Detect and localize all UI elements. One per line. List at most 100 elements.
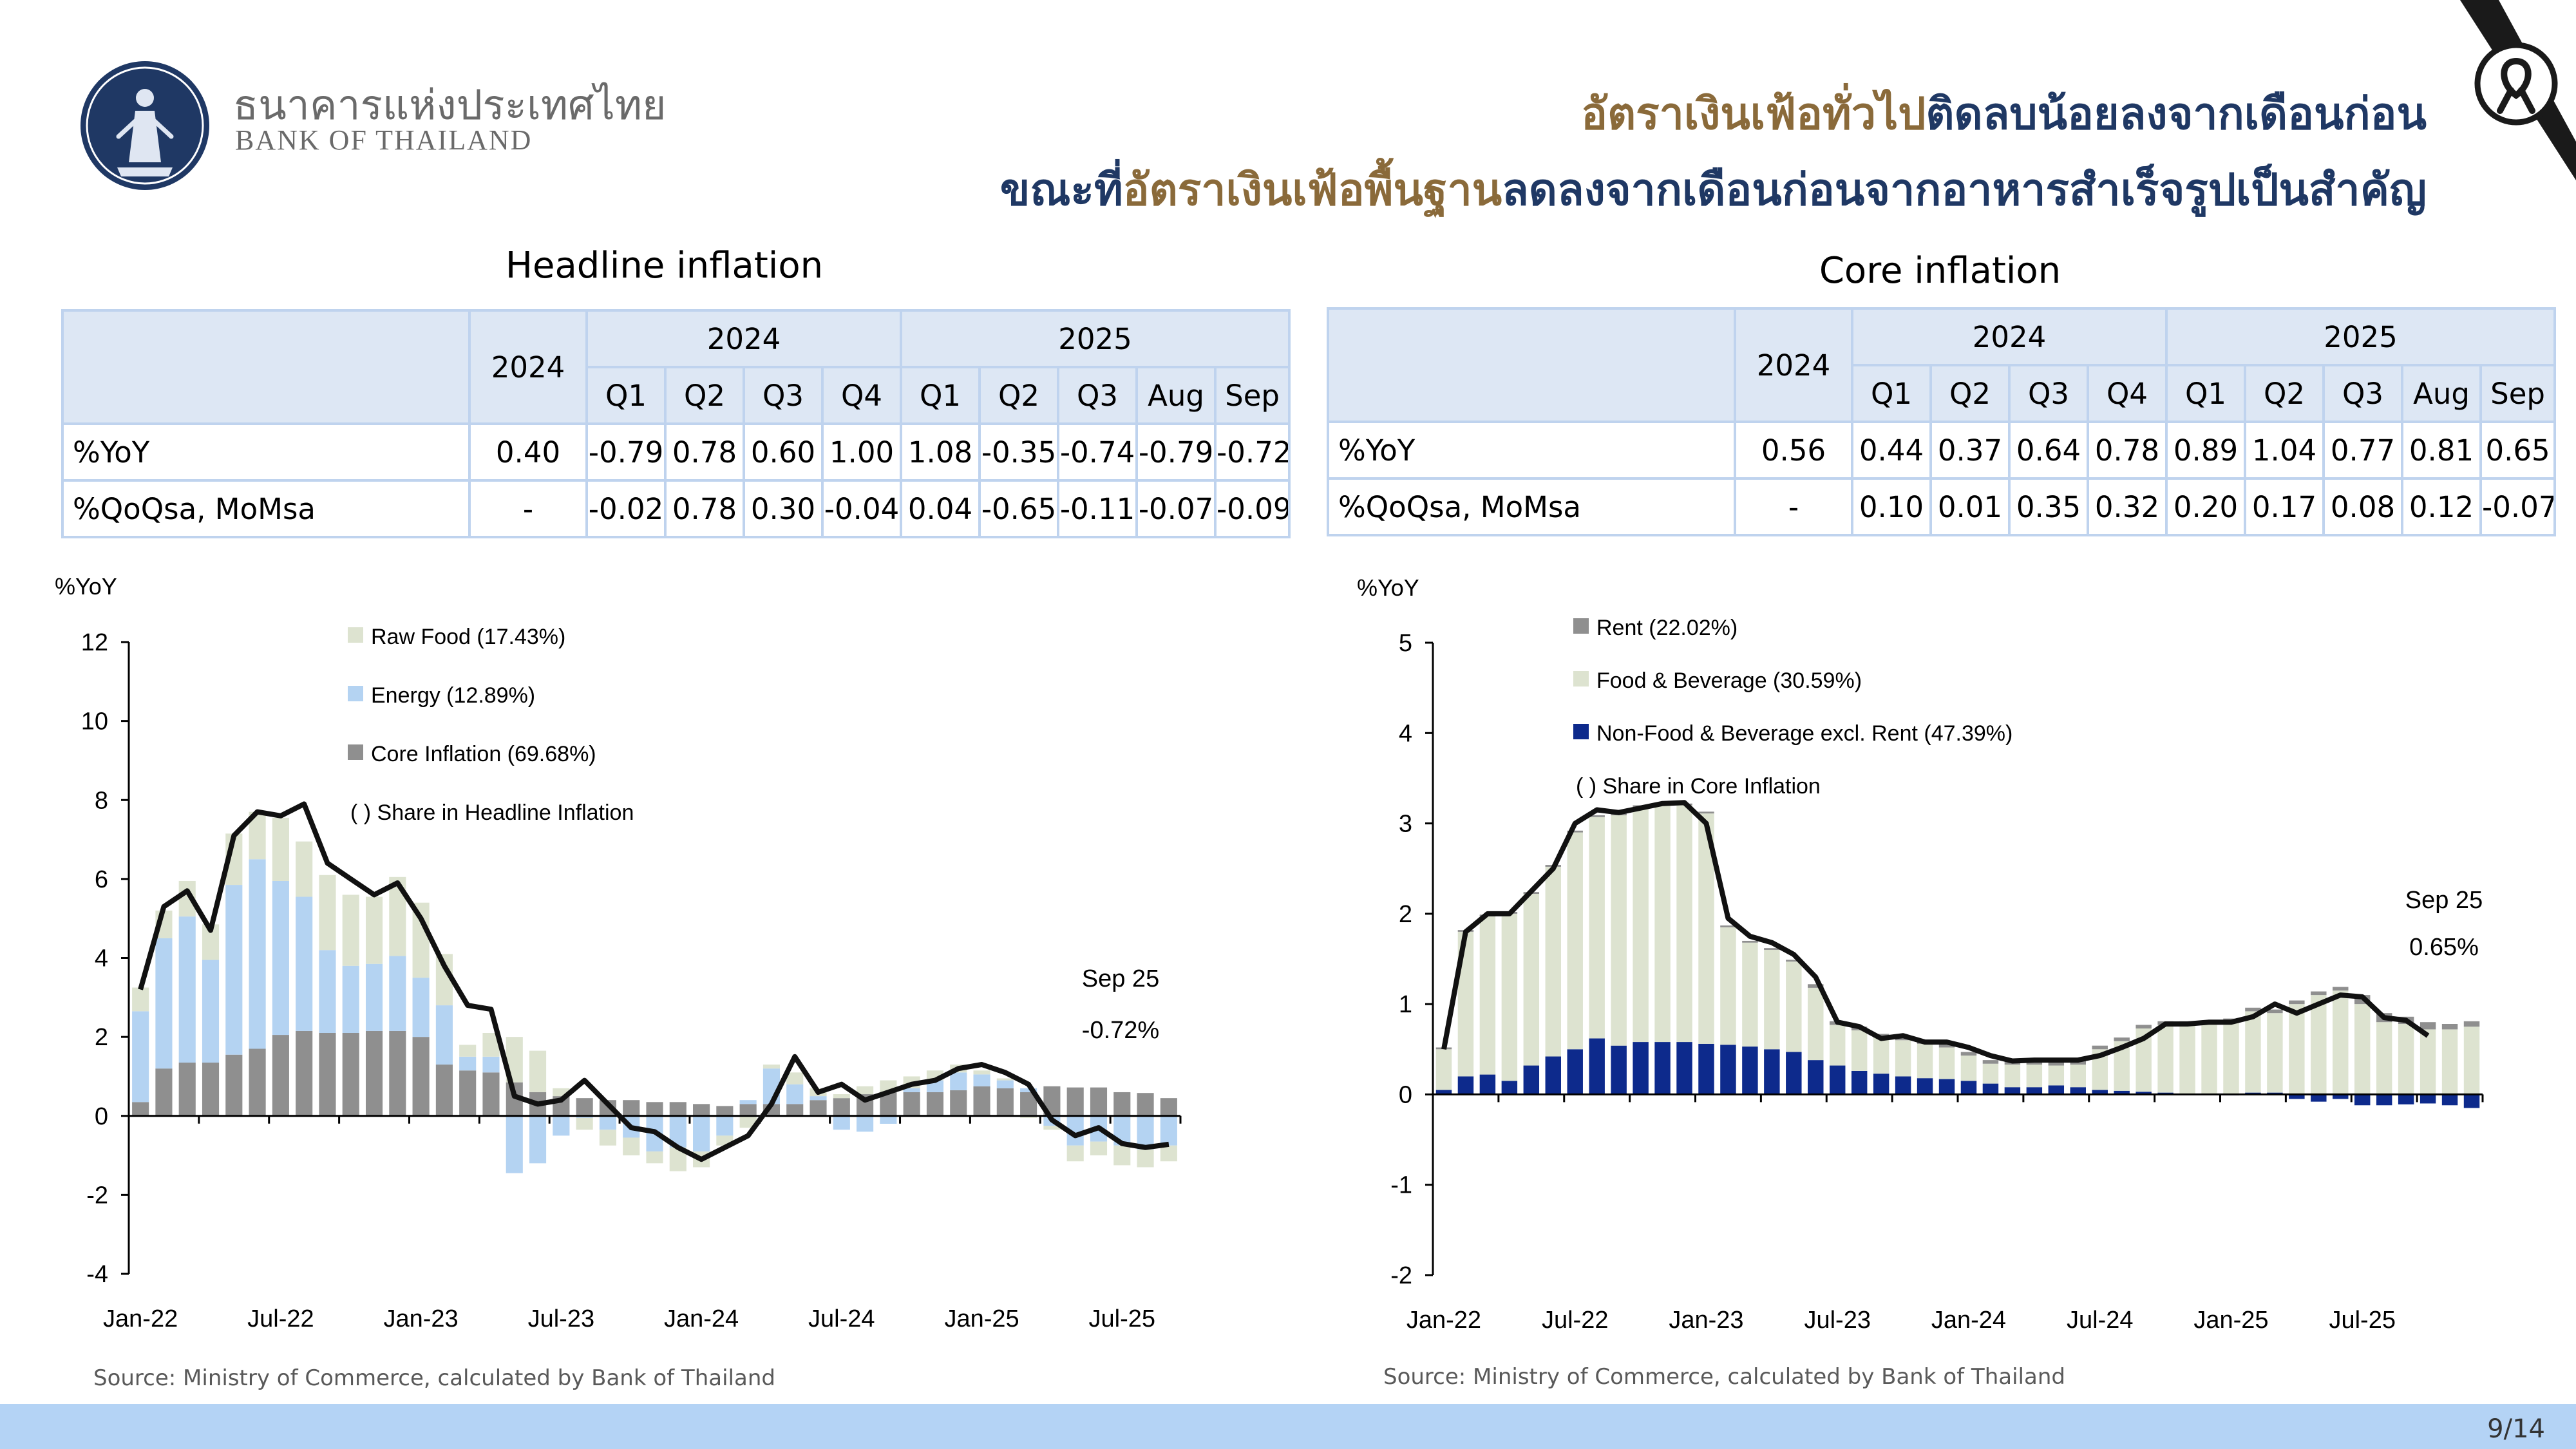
- bar-core: [365, 1030, 383, 1116]
- bar-rent: [1938, 1043, 1955, 1048]
- bar-raw_food: [1113, 1145, 1131, 1166]
- bar-rent: [1742, 940, 1758, 943]
- bar-nonfood: [1457, 1076, 1474, 1095]
- bar-nonfood: [2136, 1092, 2152, 1095]
- bar-food_bev: [2026, 1065, 2043, 1088]
- bar-food_bev: [1479, 916, 1496, 1075]
- bar-energy: [319, 950, 336, 1033]
- bar-energy: [786, 1084, 804, 1104]
- x-tick-label: Jan-23: [1669, 1307, 1743, 1334]
- bar-food_bev: [2376, 1022, 2392, 1095]
- bar-nonfood: [1523, 1065, 1540, 1095]
- slide-title-line-1: อัตราเงินเฟ้อทั่วไปติดลบน้อยลงจากเดือนก่…: [1581, 79, 2427, 148]
- annotation-date: Sep 25: [1082, 965, 1159, 992]
- bar-energy: [1160, 1115, 1177, 1146]
- y-tick-label: 1: [1399, 991, 1412, 1018]
- table-row: %QoQsa, MoMsa - -0.02 0.78 0.30 -0.04 0.…: [61, 479, 1291, 538]
- bar-food_bev: [1523, 893, 1540, 1066]
- table-cell: 0.56: [1734, 421, 1853, 480]
- bar-food_bev: [2245, 1011, 2261, 1093]
- title-text: ขณะที่: [999, 165, 1123, 216]
- bar-energy: [272, 880, 289, 1036]
- table-corner-cell: [1327, 307, 1736, 423]
- bar-core: [1160, 1098, 1177, 1116]
- bar-food_bev: [2441, 1029, 2458, 1095]
- bar-nonfood: [2398, 1094, 2414, 1104]
- bar-energy: [365, 963, 383, 1031]
- bar-nonfood: [2048, 1085, 2065, 1095]
- table-row: %YoY 0.56 0.44 0.37 0.64 0.78 0.89 1.04 …: [1327, 421, 2557, 480]
- bar-core: [1090, 1087, 1108, 1116]
- bar-rent: [1895, 1036, 1911, 1041]
- bar-energy: [599, 1115, 616, 1130]
- bar-raw_food: [529, 1050, 547, 1092]
- table-cell: 0.04: [900, 479, 981, 538]
- bar-energy: [459, 1056, 477, 1071]
- headline-table-title: Headline inflation: [505, 245, 824, 287]
- bar-rent: [1567, 830, 1583, 833]
- bar-food_bev: [1808, 987, 1824, 1061]
- y-axis-title: %YoY: [55, 573, 117, 600]
- bar-core: [786, 1104, 804, 1116]
- legend-label: Non-Food & Beverage excl. Rent (47.39%): [1596, 721, 2012, 746]
- bar-food_bev: [2267, 1013, 2283, 1093]
- table-col-header: 2024: [468, 309, 588, 425]
- bar-core: [132, 1102, 149, 1116]
- bar-energy: [1020, 1088, 1037, 1092]
- x-tick-label: Jul-23: [1804, 1307, 1871, 1334]
- bar-nonfood: [1808, 1060, 1824, 1095]
- bar-raw_food: [623, 1137, 640, 1156]
- bar-energy: [412, 978, 430, 1037]
- bar-rent: [2267, 1009, 2283, 1014]
- table-header-row: Q1 Q2 Q3 Q4 Q1 Q2 Q3 Aug Sep: [1328, 364, 2557, 423]
- title-highlight-headline: อัตราเงินเฟ้อทั่วไป: [1581, 89, 1926, 140]
- bar-rent: [2420, 1022, 2436, 1030]
- bar-energy: [833, 1115, 850, 1130]
- bar-food_bev: [2179, 1025, 2195, 1094]
- table-cell: 0.40: [468, 422, 588, 482]
- bar-core: [1113, 1092, 1131, 1116]
- y-tick-label: 6: [95, 866, 108, 893]
- bar-raw_food: [296, 841, 313, 897]
- y-tick-label: -2: [1390, 1262, 1412, 1289]
- bar-core: [576, 1098, 593, 1116]
- y-tick-label: 4: [1399, 720, 1412, 747]
- table-cell: 1.00: [820, 422, 903, 482]
- legend-swatch-energy: [348, 686, 363, 701]
- table-cell: -0.04: [820, 479, 903, 538]
- title-highlight-core: อัตราเงินเฟ้อพื้นฐาน: [1122, 165, 1502, 216]
- table-cell: -0.79: [1135, 422, 1217, 482]
- table-header-row: 2024 2024 2025: [61, 309, 1291, 425]
- y-tick-label: 10: [81, 708, 108, 735]
- bar-nonfood: [2026, 1087, 2043, 1095]
- legend-note: ( ) Share in Core Inflation: [1576, 774, 1821, 799]
- table-cell: -0.65: [978, 479, 1060, 538]
- bank-name-thai: ธนาคารแห่งประเทศไทย: [233, 82, 667, 129]
- bar-food_bev: [1982, 1063, 1999, 1084]
- bar-nonfood: [1742, 1046, 1758, 1095]
- legend-label: Rent (22.02%): [1596, 616, 1738, 640]
- bar-energy: [155, 938, 173, 1069]
- table-col-header: Q2: [664, 366, 745, 425]
- bar-nonfood: [1633, 1042, 1649, 1095]
- bar-energy: [178, 916, 196, 1063]
- table-header-row: 2024 2024 2025: [1327, 307, 2557, 423]
- bar-food_bev: [2333, 990, 2349, 1095]
- bar-core: [646, 1102, 663, 1116]
- bar-raw_food: [1090, 1141, 1108, 1156]
- table-col-header: Q1: [585, 366, 667, 425]
- bar-core: [950, 1090, 967, 1116]
- x-tick-label: Jan-22: [1406, 1307, 1481, 1334]
- bar-core: [716, 1106, 734, 1116]
- bar-rent: [2048, 1061, 2065, 1066]
- bar-food_bev: [2289, 1004, 2305, 1095]
- bar-energy: [950, 1072, 967, 1090]
- table-cell: 0.30: [743, 479, 824, 538]
- bar-nonfood: [1720, 1045, 1736, 1095]
- table-cell: -0.74: [1057, 422, 1139, 482]
- table-col-header: Aug: [2401, 364, 2483, 423]
- bar-core: [926, 1092, 944, 1116]
- bar-food_bev: [2201, 1024, 2217, 1095]
- x-tick-label: Jul-24: [2067, 1307, 2134, 1334]
- x-tick-label: Jul-25: [1089, 1305, 1156, 1332]
